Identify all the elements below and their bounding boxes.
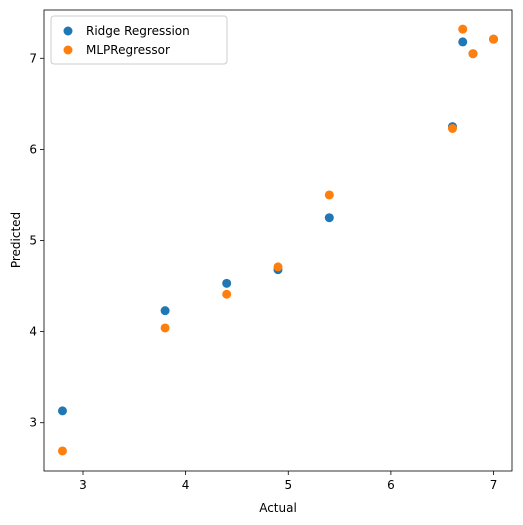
x-tick-label: 5 [284,478,292,492]
data-point [324,190,334,200]
x-tick-label: 4 [182,478,190,492]
legend-label: MLPRegressor [86,43,170,57]
legend-label: Ridge Regression [86,24,190,38]
y-tick-label: 3 [29,416,37,430]
data-point [222,278,232,288]
data-point [57,446,67,456]
legend-marker [63,45,73,55]
data-points [57,24,499,456]
y-tick-label: 5 [29,234,37,248]
y-axis-ticks: 3 4 5 6 7 [29,51,44,430]
x-axis-ticks: 3 4 5 6 7 [79,471,497,492]
legend-box [50,15,228,65]
data-point [458,24,468,34]
data-point [160,323,170,333]
x-axis-label: Actual [259,501,297,515]
y-axis-label: Predicted [9,212,23,268]
x-tick-label: 6 [387,478,395,492]
data-point [447,123,457,133]
data-point [324,213,334,223]
legend: Ridge Regression MLPRegressor [50,15,228,65]
data-point [489,34,499,44]
data-point [160,306,170,316]
data-point [273,262,283,272]
y-tick-label: 4 [29,325,37,339]
legend-marker [63,26,73,36]
y-tick-label: 7 [29,51,37,65]
data-point [57,406,67,416]
data-point [222,289,232,299]
y-tick-label: 6 [29,142,37,156]
data-point [458,37,468,47]
data-point [468,49,478,59]
x-tick-label: 7 [490,478,498,492]
series-1 [57,24,499,456]
x-tick-label: 3 [79,478,87,492]
plot-area [44,10,512,471]
